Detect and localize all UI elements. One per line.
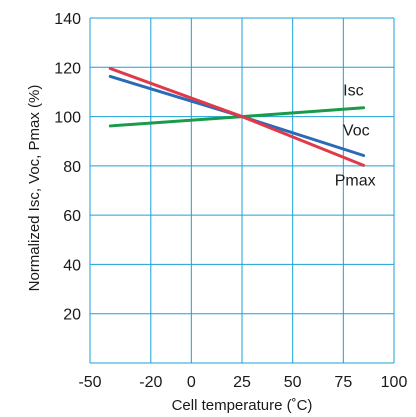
y-tick-label: 60 xyxy=(63,208,81,225)
grid xyxy=(89,17,395,364)
x-tick-label: 75 xyxy=(334,374,352,391)
x-axis-label: Cell temperature (˚C) xyxy=(172,397,313,414)
y-axis-label: Normalized Isc, Voc, Pmax (%) xyxy=(26,85,43,292)
x-tick-label: 25 xyxy=(233,374,251,391)
x-tick-label: 100 xyxy=(381,374,408,391)
y-tick-label: 140 xyxy=(54,11,81,28)
y-tick-label: 80 xyxy=(63,159,81,176)
y-tick-label: 100 xyxy=(54,110,81,127)
y-tick-labels: 20 40 60 80 100 120 140 xyxy=(54,11,81,324)
y-tick-label: 40 xyxy=(63,257,81,274)
series-label-voc: Voc xyxy=(343,123,370,140)
series-lines xyxy=(108,67,366,167)
x-tick-label: 0 xyxy=(187,374,196,391)
y-tick-label: 120 xyxy=(54,60,81,77)
series-label-isc: Isc xyxy=(343,83,363,100)
x-tick-label: 50 xyxy=(284,374,302,391)
series-labels: Isc Voc Pmax xyxy=(335,83,376,190)
series-label-pmax: Pmax xyxy=(335,172,376,189)
x-tick-label: -20 xyxy=(139,374,162,391)
series-line-pmax xyxy=(108,67,366,167)
y-tick-label: 20 xyxy=(63,307,81,324)
x-tick-label: -50 xyxy=(78,374,101,391)
x-tick-labels: -50 -20 0 25 50 75 100 xyxy=(78,374,407,391)
